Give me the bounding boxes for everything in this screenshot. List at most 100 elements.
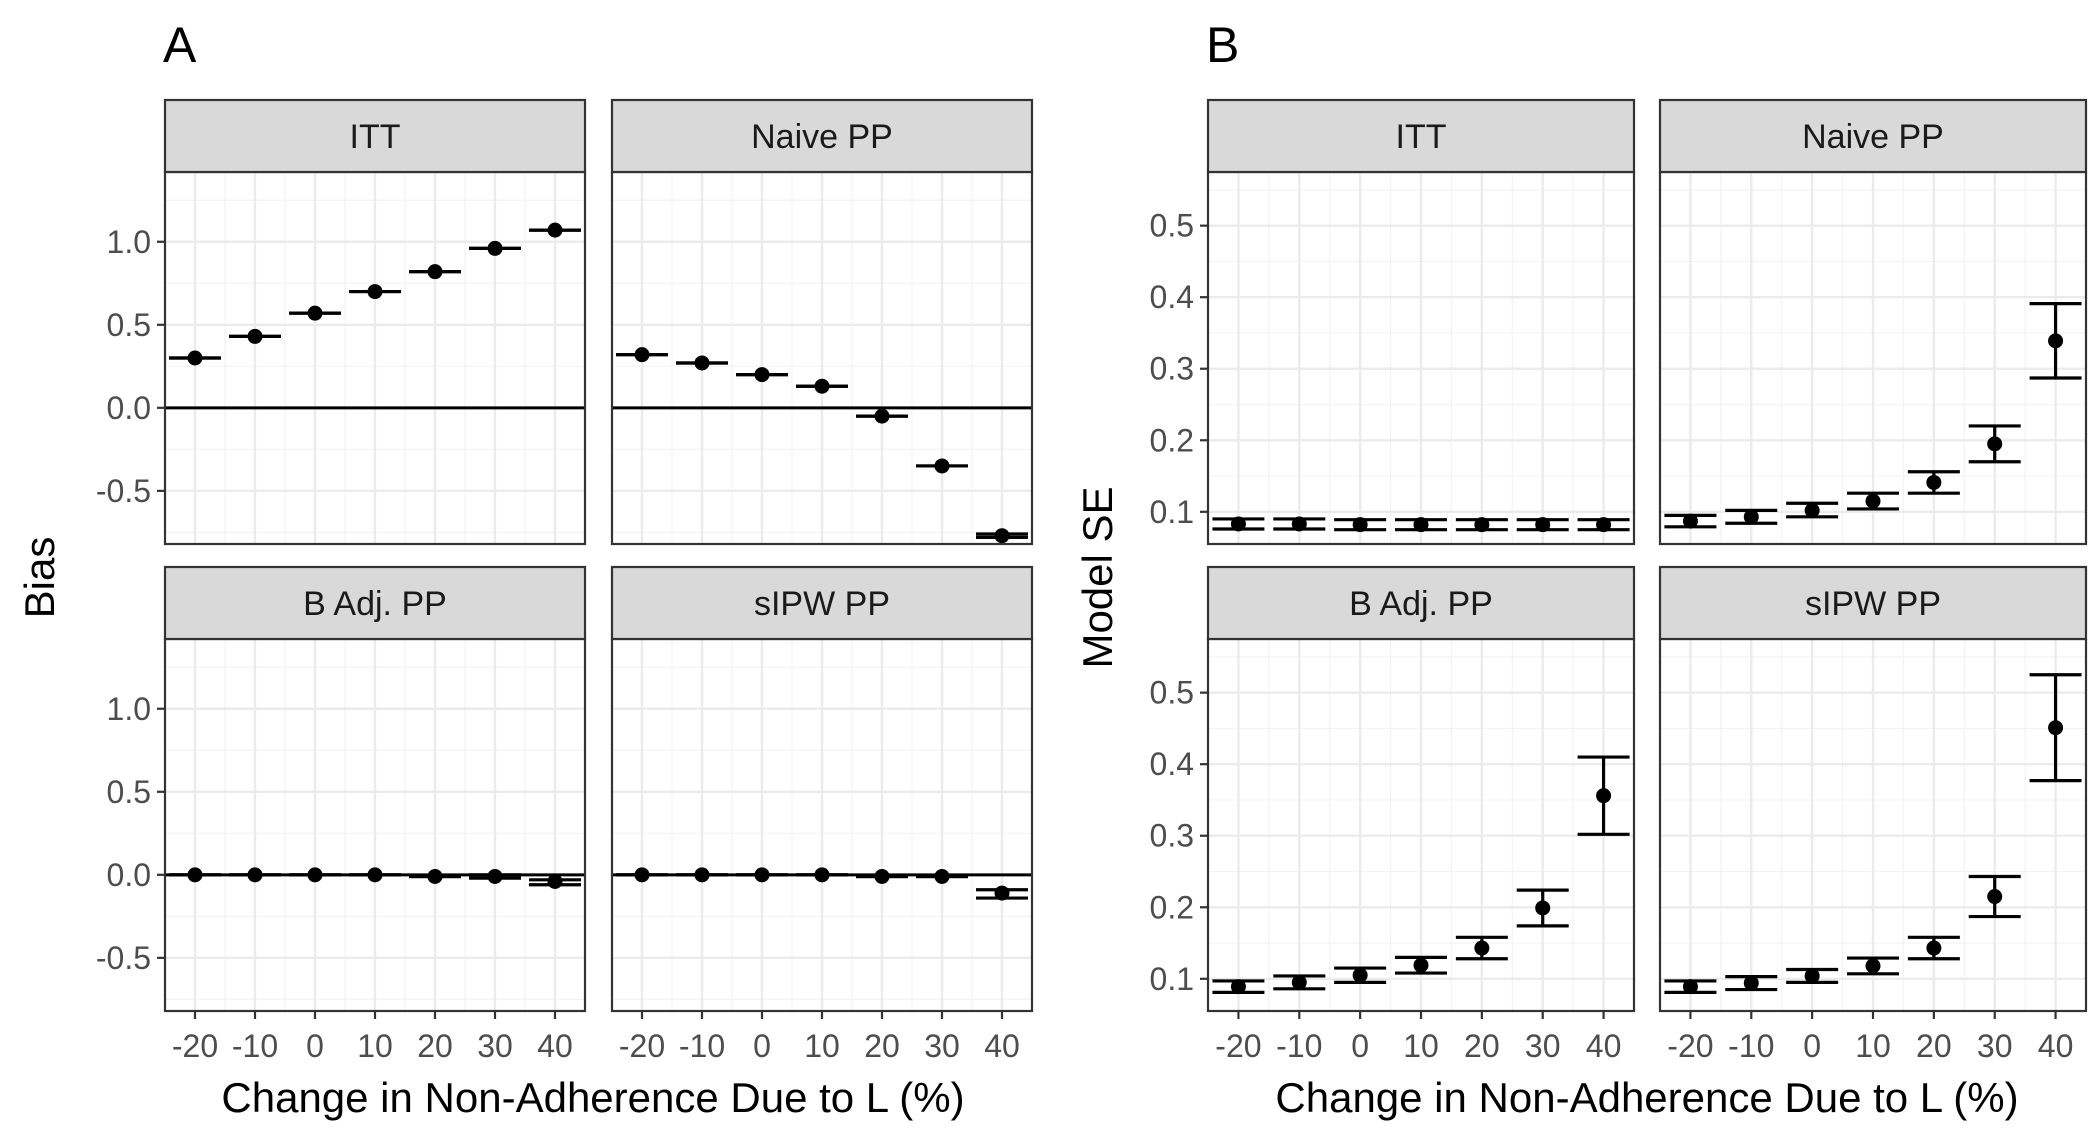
data-point — [694, 867, 710, 883]
x-tick-label: 0 — [1351, 1028, 1369, 1064]
facet-strip-label: B Adj. PP — [1349, 585, 1493, 623]
facet-strip — [610, 565, 1034, 641]
data-point — [247, 328, 263, 344]
data-point — [1865, 958, 1881, 974]
facet-strip-label: sIPW PP — [754, 585, 890, 623]
facet-strip-label: Naive PP — [1802, 118, 1944, 156]
data-point — [754, 367, 770, 383]
data-point — [2048, 720, 2064, 736]
facet-strip — [163, 565, 587, 641]
facet-strip-label: Naive PP — [751, 118, 893, 156]
data-point-group — [2029, 673, 2082, 783]
data-point-group — [976, 885, 1028, 901]
data-point — [1352, 967, 1368, 983]
y-axis-title: Model SE — [1074, 486, 1121, 668]
data-point — [1804, 968, 1820, 984]
chart-B: B ITT 0.1 0.2 0.3 0.4 0.5 Naive PP B Adj. PP 0.1 0… — [1074, 17, 2088, 1121]
data-point — [1535, 517, 1551, 533]
data-point-group — [916, 868, 968, 884]
data-point-group — [349, 284, 401, 300]
data-point — [1291, 516, 1307, 532]
facet-strip-label: ITT — [1396, 118, 1447, 156]
y-tick-label: 1.0 — [107, 224, 151, 260]
data-point-group — [229, 867, 281, 883]
data-point-group — [796, 867, 848, 883]
x-tick-label: 40 — [2038, 1028, 2074, 1064]
data-point-group — [736, 867, 788, 883]
data-point — [1926, 940, 1942, 956]
x-axis-title: Change in Non-Adherence Due to L (%) — [1275, 1074, 2018, 1121]
x-tick-label: 10 — [804, 1028, 840, 1064]
facet-sipw-pp: sIPW PP -20 -10 0 10 20 30 40 — [1658, 565, 2088, 1064]
data-point — [1596, 517, 1612, 533]
facet-sipw-pp: sIPW PP -20 -10 0 10 20 30 40 — [610, 565, 1034, 1064]
data-point-group — [1455, 935, 1508, 961]
facet-strip — [1206, 98, 1636, 174]
y-tick-label: 0.3 — [1150, 818, 1194, 854]
data-point-group — [1907, 935, 1960, 961]
panel-tag: A — [163, 17, 197, 73]
y-tick-label: 1.0 — [107, 691, 151, 727]
data-point — [994, 885, 1010, 901]
data-point-group — [1786, 501, 1839, 519]
data-point — [1682, 513, 1698, 529]
data-point-group — [1786, 967, 1839, 984]
y-tick-label: -0.5 — [96, 473, 151, 509]
data-point-group — [1847, 491, 1899, 511]
y-tick-label: 0.4 — [1150, 746, 1194, 782]
data-point-group — [1577, 755, 1630, 836]
data-point-group — [1395, 517, 1447, 533]
data-point-group — [616, 347, 668, 363]
data-point-group — [289, 867, 341, 883]
data-point — [1596, 788, 1612, 804]
data-point — [367, 867, 383, 883]
data-point — [427, 264, 443, 280]
x-tick-label: 0 — [1803, 1028, 1821, 1064]
x-tick-label: 0 — [306, 1028, 324, 1064]
x-tick-label: -10 — [232, 1028, 278, 1064]
data-point — [307, 305, 323, 321]
x-tick-label: 30 — [1977, 1028, 2013, 1064]
facet-b-adj-pp: B Adj. PP -0.5 0.0 0.5 1.0 -20 -10 0 10 20 30 40 — [96, 565, 587, 1064]
data-point-group — [169, 350, 221, 366]
data-point — [874, 868, 890, 884]
y-axis-title: Bias — [16, 537, 63, 619]
data-point-group — [1516, 517, 1569, 533]
data-point — [934, 868, 950, 884]
data-point — [1865, 493, 1881, 509]
data-point-group — [1664, 979, 1717, 995]
data-point — [1743, 975, 1759, 991]
data-point-group — [1516, 888, 1569, 928]
y-tick-label: 0.5 — [1150, 675, 1194, 711]
x-tick-label: 10 — [1855, 1028, 1891, 1064]
facet-strip-label: sIPW PP — [1805, 585, 1941, 623]
data-point — [187, 350, 203, 366]
facet-strip — [1658, 98, 2088, 174]
x-tick-label: -20 — [619, 1028, 665, 1064]
data-point — [1230, 516, 1246, 532]
y-tick-label: -0.5 — [96, 940, 151, 976]
data-point — [634, 867, 650, 883]
data-point — [1230, 979, 1246, 995]
data-point-group — [736, 367, 788, 383]
data-point-group — [676, 355, 728, 371]
data-point — [2048, 333, 2064, 349]
facet-itt: ITT -0.5 0.0 0.5 1.0 — [96, 98, 587, 546]
data-point — [547, 873, 563, 889]
data-point — [1926, 474, 1942, 490]
facet-strip — [1206, 565, 1636, 641]
facet-itt: ITT 0.1 0.2 0.3 0.4 0.5 — [1150, 98, 1636, 546]
data-point-group — [1212, 979, 1265, 995]
data-point — [1474, 517, 1490, 533]
facet-naive-pp: Naive PP — [610, 98, 1034, 546]
y-tick-label: 0.4 — [1150, 279, 1194, 315]
facet-strip-label: B Adj. PP — [303, 585, 447, 623]
data-point — [1987, 436, 2003, 452]
y-tick-label: 0.0 — [107, 390, 151, 426]
panel-tag: B — [1206, 17, 1239, 73]
data-point-group — [349, 867, 401, 883]
data-point-group — [1273, 516, 1326, 532]
data-point-group — [1968, 874, 2021, 919]
data-point — [1804, 502, 1820, 518]
